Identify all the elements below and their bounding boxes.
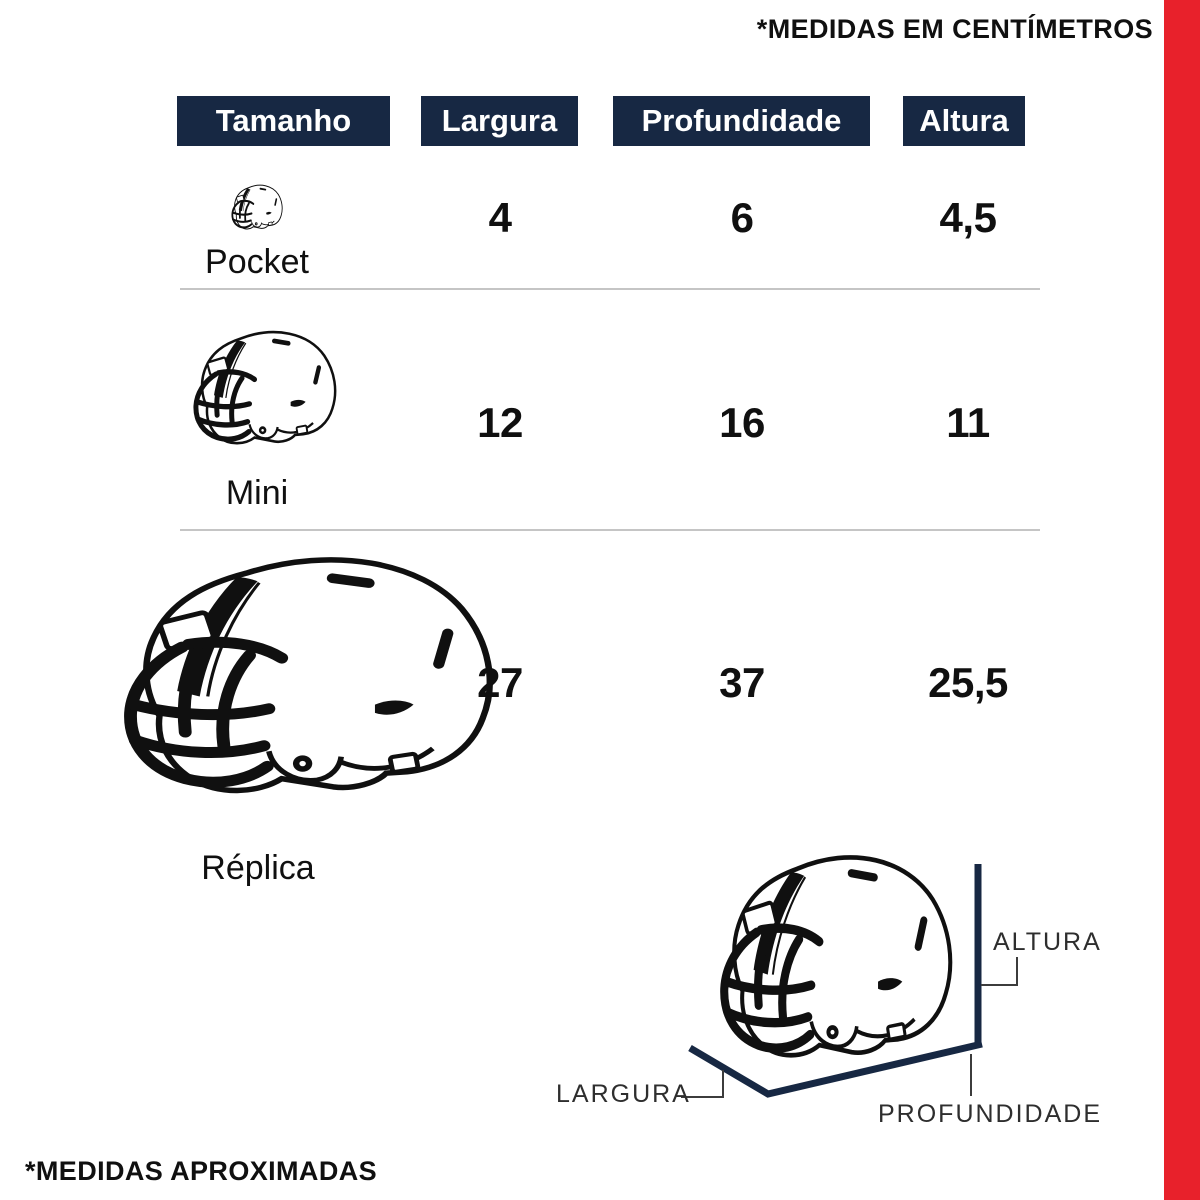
- replica-altura-value: 25,5: [928, 659, 1008, 706]
- approx-note: *MEDIDAS APROXIMADAS: [25, 1156, 378, 1186]
- column-header-tamanho: Tamanho: [177, 96, 390, 146]
- column-header-profundidade: Profundidade: [613, 96, 870, 146]
- column-header-largura: Largura: [421, 96, 578, 146]
- row-divider: [180, 529, 1040, 531]
- row-label-replica: Réplica: [201, 849, 315, 887]
- mini-altura-value: 11: [946, 399, 990, 446]
- largura-dimension-label: LARGURA: [556, 1080, 691, 1108]
- mini-largura-value: 12: [477, 399, 523, 446]
- pocket-profundidade-value: 6: [730, 194, 754, 241]
- helmet-mini-illustration: [181, 324, 343, 456]
- pocket-altura-value: 4,5: [939, 194, 997, 241]
- row-divider: [180, 288, 1040, 290]
- mini-profundidade-value: 16: [719, 399, 765, 446]
- replica-largura-value: 27: [477, 659, 523, 706]
- units-note: *MEDIDAS EM CENTÍMETROS: [756, 14, 1153, 44]
- helmet-dimension-diagram-illustration: [700, 843, 963, 1078]
- helmet-pocket-illustration: [231, 184, 284, 231]
- row-label-pocket: Pocket: [205, 243, 309, 281]
- altura-connector-line: [981, 957, 1018, 986]
- altura-dimension-label: ALTURA: [993, 928, 1102, 956]
- red-accent-stripe: [1164, 0, 1200, 1200]
- replica-profundidade-value: 37: [719, 659, 765, 706]
- column-header-altura: Altura: [903, 96, 1025, 146]
- row-label-mini: Mini: [225, 474, 289, 512]
- profundidade-dimension-label: PROFUNDIDADE: [878, 1100, 1103, 1128]
- pocket-largura-value: 4: [488, 194, 512, 241]
